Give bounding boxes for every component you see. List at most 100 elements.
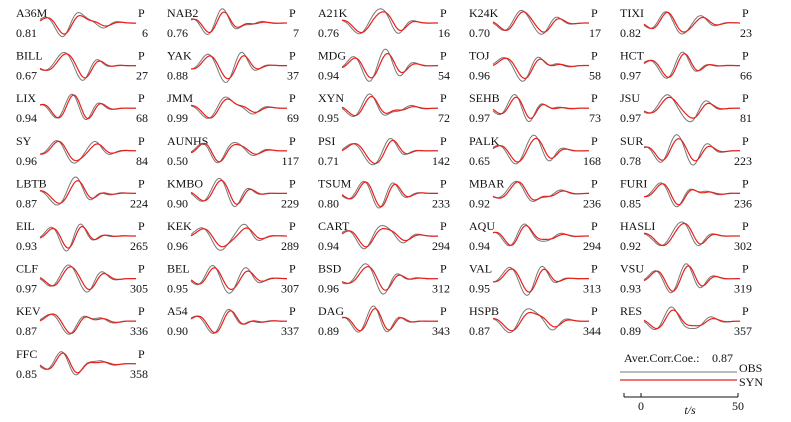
syn-waveform <box>341 181 438 208</box>
obs-waveform <box>341 93 438 118</box>
station-panel: FFC 0.85 P 358 <box>16 347 148 381</box>
syn-waveform <box>39 140 136 162</box>
station-azimuth: 307 <box>281 282 299 296</box>
phase-label: P <box>591 262 598 276</box>
phase-label: P <box>440 304 447 318</box>
station-cc: 0.97 <box>469 111 490 125</box>
station-azimuth: 344 <box>583 324 601 338</box>
station-cc: 0.92 <box>469 196 490 210</box>
station-cc: 0.92 <box>620 239 641 253</box>
legend: Aver.Corr.Coe.: 0.87 OBS SYN <box>620 351 763 389</box>
station-cc: 0.65 <box>469 154 490 168</box>
station-panel: VSU 0.93 P 319 <box>620 262 752 296</box>
station-cc: 0.96 <box>469 69 490 83</box>
syn-waveform <box>39 266 136 291</box>
obs-waveform <box>643 306 740 331</box>
station-cc: 0.95 <box>469 282 490 296</box>
station-name: HSPB <box>469 304 499 318</box>
phase-label: P <box>289 6 296 20</box>
station-panel: BEL 0.95 P 307 <box>167 262 299 296</box>
station-name: KEK <box>167 219 192 233</box>
station-name: A21K <box>318 6 348 20</box>
station-panel: KEV 0.87 P 336 <box>16 304 148 338</box>
obs-waveform <box>643 221 740 247</box>
syn-waveform <box>40 180 136 204</box>
station-panel: BSD 0.96 P 312 <box>318 262 450 296</box>
syn-waveform <box>190 267 287 290</box>
station-name: FFC <box>16 347 37 361</box>
phase-label: P <box>440 49 447 63</box>
phase-label: P <box>440 6 447 20</box>
syn-waveform <box>39 352 137 374</box>
station-name: A36M <box>16 6 48 20</box>
station-azimuth: 233 <box>432 196 450 210</box>
station-name: VSU <box>620 262 644 276</box>
station-panels: A36M 0.81 P 6 NAB2 0.76 P 7 A21K 0.76 P 16 K24K 0.70 P… <box>16 6 752 381</box>
station-azimuth: 58 <box>589 69 601 83</box>
station-name: LBTB <box>16 176 47 190</box>
station-cc: 0.78 <box>620 154 641 168</box>
station-name: SY <box>16 134 32 148</box>
obs-waveform <box>190 223 287 251</box>
station-name: YAK <box>167 49 192 63</box>
station-panel: AUNHS 0.50 P 117 <box>167 134 299 168</box>
station-azimuth: 337 <box>281 324 299 338</box>
station-panel: TSUM 0.80 P 233 <box>318 176 450 210</box>
station-cc: 0.90 <box>167 324 188 338</box>
station-azimuth: 313 <box>583 282 601 296</box>
station-cc: 0.80 <box>318 196 339 210</box>
station-name: K24K <box>469 6 499 20</box>
phase-label: P <box>591 6 598 20</box>
station-azimuth: 72 <box>438 111 450 125</box>
phase-label: P <box>289 91 296 105</box>
station-panel: A54 0.90 P 337 <box>167 304 299 338</box>
station-name: SEHB <box>469 91 500 105</box>
syn-waveform <box>341 139 438 165</box>
syn-waveform <box>39 313 136 335</box>
station-panel: PALK 0.65 P 168 <box>469 134 601 168</box>
station-azimuth: 6 <box>142 26 148 40</box>
phase-label: P <box>742 134 749 148</box>
station-cc: 0.81 <box>16 26 37 40</box>
syn-waveform <box>492 57 589 80</box>
station-panel: CART 0.94 P 294 <box>318 219 450 253</box>
station-panel: SY 0.96 P 84 <box>16 134 148 168</box>
station-azimuth: 69 <box>287 111 299 125</box>
station-name: SUR <box>620 134 643 148</box>
station-cc: 0.88 <box>167 69 188 83</box>
time-axis: 0 50 t/s <box>623 393 744 417</box>
phase-label: P <box>591 91 598 105</box>
station-azimuth: 294 <box>432 239 450 253</box>
station-cc: 0.94 <box>318 69 339 83</box>
station-name: BILL <box>16 49 43 63</box>
station-cc: 0.90 <box>167 196 188 210</box>
station-name: BEL <box>167 262 190 276</box>
syn-waveform <box>341 11 438 34</box>
obs-waveform <box>39 223 136 252</box>
station-cc: 0.96 <box>318 282 339 296</box>
station-name: PSI <box>318 134 335 148</box>
legend-obs-label: OBS <box>739 361 762 375</box>
syn-waveform <box>492 268 589 293</box>
station-cc: 0.89 <box>318 324 339 338</box>
station-azimuth: 302 <box>734 239 752 253</box>
phase-label: P <box>138 304 145 318</box>
obs-waveform <box>643 134 740 166</box>
station-cc: 0.85 <box>620 196 641 210</box>
station-panel: DAG 0.89 P 343 <box>318 304 450 338</box>
station-azimuth: 142 <box>432 154 450 168</box>
station-azimuth: 68 <box>136 111 148 125</box>
obs-waveform <box>39 264 136 293</box>
obs-waveform <box>190 141 287 164</box>
obs-waveform <box>492 56 589 82</box>
station-name: CLF <box>16 262 38 276</box>
syn-waveform <box>492 137 589 163</box>
station-panel: A36M 0.81 P 6 <box>16 6 148 40</box>
station-azimuth: 7 <box>293 26 299 40</box>
syn-waveform <box>39 15 136 35</box>
station-azimuth: 236 <box>734 196 752 210</box>
station-name: HASLI <box>620 219 655 233</box>
legend-caption: Aver.Corr.Coe.: <box>624 351 699 365</box>
station-panel: JSU 0.97 P 81 <box>620 91 752 125</box>
station-name: JSU <box>620 91 640 105</box>
